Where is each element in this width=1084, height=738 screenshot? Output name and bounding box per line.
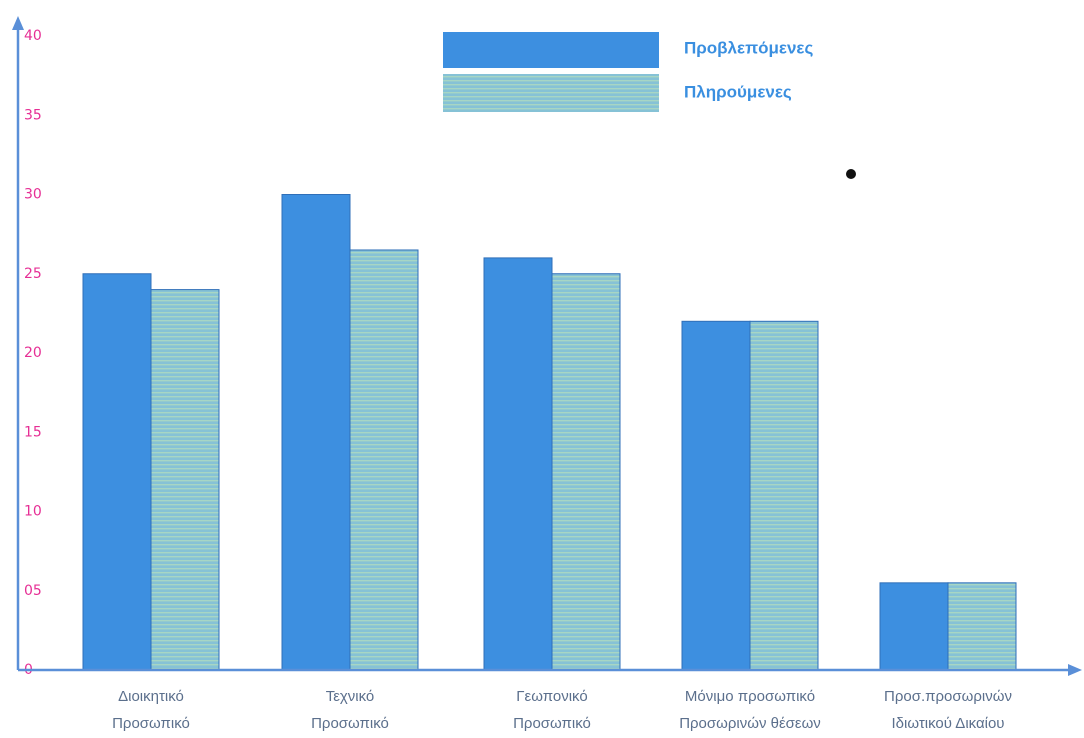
x-tick-label: Μόνιμο προσωπικό	[685, 688, 815, 705]
x-tick-label: Γεωπονικό	[516, 688, 587, 705]
x-tick-label: Προσωπικό	[513, 715, 591, 732]
bar-series-2	[150, 289, 220, 671]
y-tick-label: 05	[24, 583, 42, 599]
legend: Προβλεπόμενες Πληρούμενες	[443, 32, 813, 112]
stray-dot	[846, 169, 856, 179]
x-tick-label: Προσωπικό	[311, 715, 389, 732]
y-tick-label: 30	[24, 187, 42, 203]
x-axis-arrow	[1068, 664, 1082, 676]
axes	[12, 16, 1082, 676]
legend-label-series-2: Πληρούμενες	[684, 82, 792, 101]
y-tick-label: 20	[24, 345, 42, 361]
y-axis-arrow	[12, 16, 24, 30]
bar-series-1	[879, 582, 949, 671]
y-axis-ticks: 00510152025303540	[24, 28, 42, 678]
x-axis-labels: Διοικητικό Προσωπικό Τεχνικό Προσωπικό Γεωπο…	[112, 688, 1012, 732]
bar-series-2	[749, 320, 819, 671]
x-tick-label: Προσωρινών θέσεων	[679, 715, 821, 732]
bar-series-1	[681, 320, 751, 671]
bar-series-2	[349, 249, 419, 671]
x-tick-label: Προσ.προσωρινών	[884, 688, 1012, 705]
x-tick-label: Ιδιωτικού Δικαίου	[891, 715, 1004, 732]
legend-label-series-1: Προβλεπόμενες	[684, 38, 813, 57]
y-tick-label: 25	[24, 266, 42, 282]
x-tick-label: Τεχνικό	[326, 688, 375, 705]
bar-series-1	[483, 257, 553, 671]
y-tick-label: 10	[24, 504, 42, 520]
bar-series-2	[947, 582, 1017, 671]
y-tick-label: 40	[24, 28, 42, 44]
y-tick-label: 35	[24, 107, 42, 123]
legend-swatch-series-2	[443, 74, 659, 112]
bars	[82, 194, 1017, 671]
x-tick-label: Προσωπικό	[112, 715, 190, 732]
x-tick-label: Διοικητικό	[118, 688, 184, 705]
bar-series-2	[551, 273, 621, 671]
bar-series-1	[281, 194, 351, 671]
y-tick-label: 15	[24, 424, 42, 440]
bar-series-1	[82, 273, 152, 671]
legend-swatch-series-1	[443, 32, 659, 68]
